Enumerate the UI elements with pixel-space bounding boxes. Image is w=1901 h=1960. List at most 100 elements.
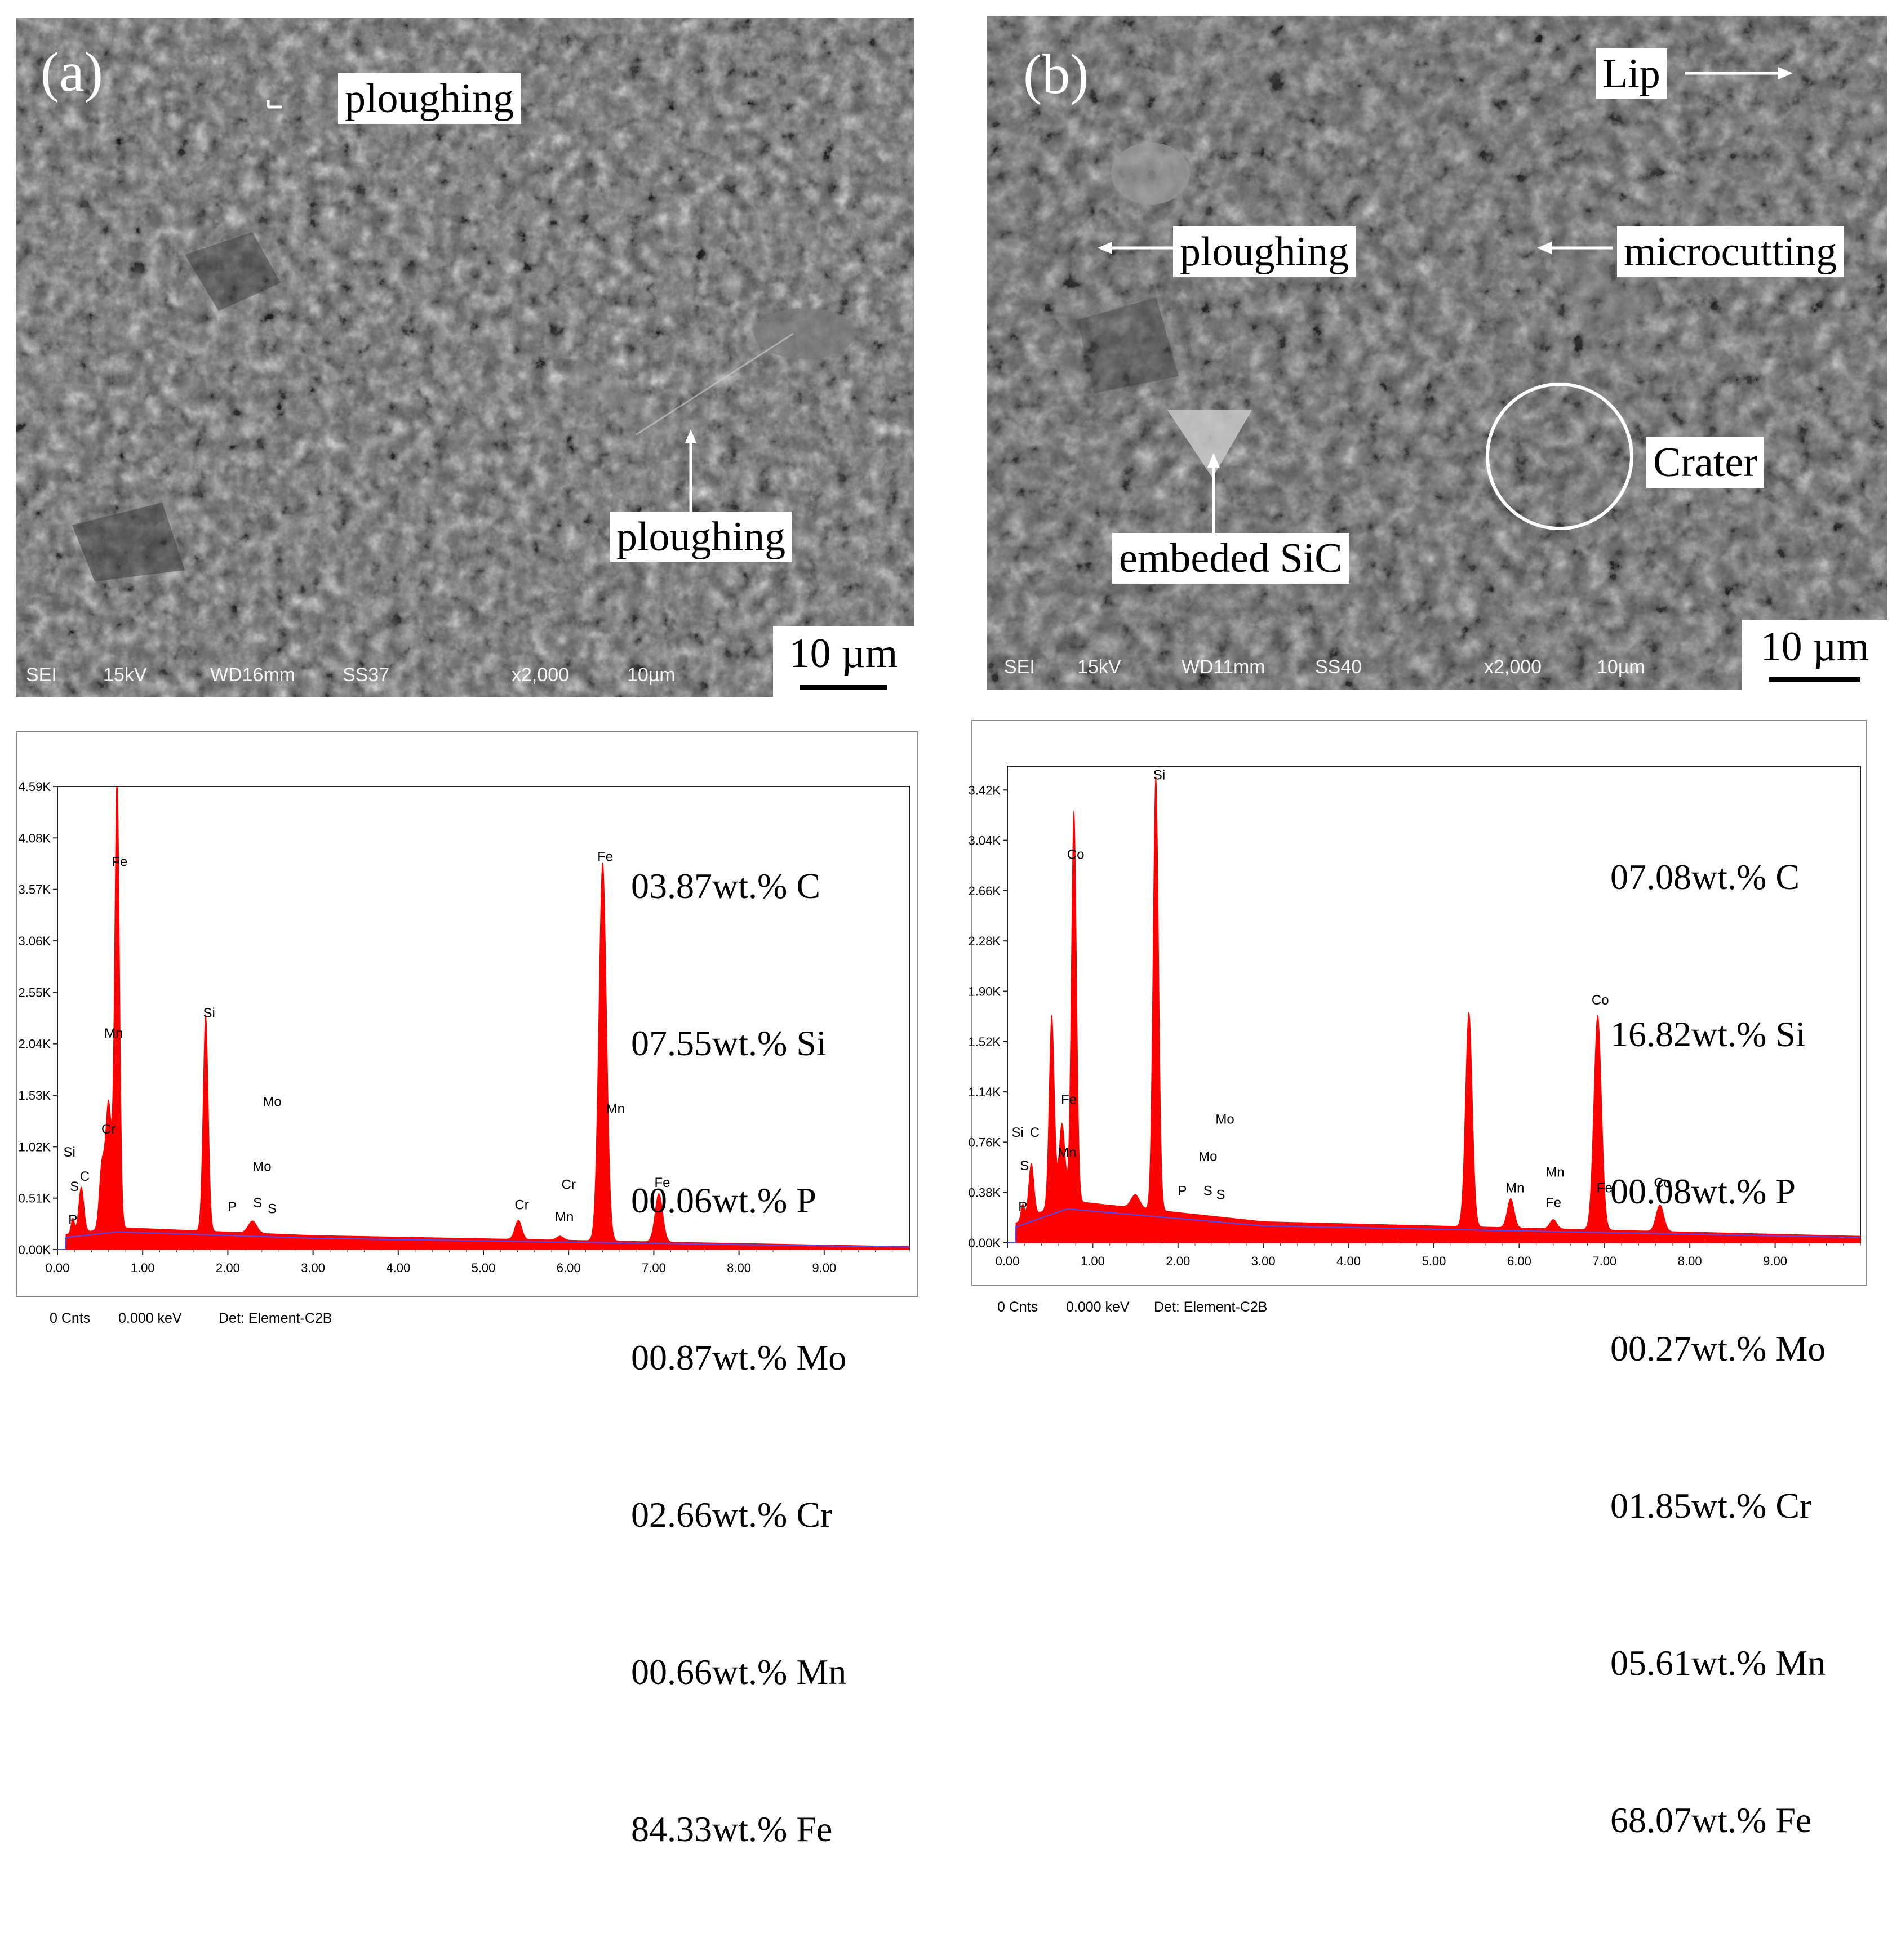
info-spot-size: SS40 [1315, 656, 1362, 678]
eds-spectrum-a: 0.00K 0.51K 1.02K 1.53K 2.04K 2.55K 3.06K 3.57K… [16, 731, 918, 1849]
x-tick-label: 7.00 [642, 1261, 666, 1275]
peak-label: Mn [1545, 1165, 1564, 1180]
peak-label: S [70, 1179, 79, 1194]
peak-label: Fe [655, 1175, 670, 1190]
spectrum-baseline [1007, 1208, 1861, 1243]
x-tick-label: 9.00 [1763, 1254, 1787, 1268]
composition-item: 16.82wt.% Si [1610, 1014, 1806, 1054]
info-detector: SEI [1004, 656, 1035, 678]
peak-label: P [228, 1199, 237, 1215]
y-tick-label: 0.00K [19, 1243, 51, 1257]
peak-label: P [1018, 1199, 1027, 1215]
x-tick-label: 1.00 [131, 1261, 155, 1275]
composition-item: 01.85wt.% Cr [1610, 1486, 1812, 1526]
composition-item: 07.08wt.% C [1610, 857, 1800, 897]
peak-label: Mn [1505, 1181, 1524, 1196]
footer-counts-a: 0 Cnts [50, 1310, 91, 1326]
info-working-distance: WD11mm [1182, 656, 1265, 678]
peak-label: Co [1067, 847, 1085, 863]
label-embeded-sic: embeded SiC [1112, 533, 1349, 584]
scale-bar-line-a [800, 685, 887, 690]
y-tick-label: 0.00K [969, 1236, 1001, 1250]
footer-counts-b: 0 Cnts [997, 1299, 1038, 1315]
peak-label: Co [1592, 993, 1609, 1008]
label-microcutting: microcutting [1617, 226, 1844, 277]
peak-label: Si [63, 1145, 75, 1160]
x-tick-label: 2.00 [1166, 1254, 1190, 1268]
y-tick-label: 2.04K [19, 1037, 51, 1051]
sem-texture-a [16, 18, 914, 697]
x-tick-label: 2.00 [216, 1261, 240, 1275]
composition-item: 03.87wt.% C [631, 866, 820, 906]
y-tick-label: 2.55K [19, 985, 51, 999]
x-tick-label: 5.00 [472, 1261, 496, 1275]
x-tick-label: 7.00 [1592, 1254, 1616, 1268]
peak-label: Mn [104, 1026, 123, 1041]
peak-label: Si [1011, 1125, 1023, 1140]
info-magnification: x2,000 [512, 664, 570, 686]
y-tick-label: 1.52K [969, 1035, 1001, 1049]
y-tick-label: 4.08K [19, 831, 51, 845]
scale-bar-b: 10 µm [1742, 620, 1887, 690]
x-tick-label: 3.00 [301, 1261, 325, 1275]
composition-item: 05.61wt.% Mn [1610, 1643, 1826, 1683]
peak-label: Co [1654, 1175, 1671, 1190]
peak-label: Mo [252, 1159, 271, 1174]
composition-item: 68.07wt.% Fe [1610, 1800, 1812, 1840]
scale-bar-label-a: 10 µm [789, 630, 898, 677]
spectrum-area [57, 786, 910, 1250]
scale-bar-a: 10 µm [773, 626, 914, 697]
x-tick-label: 3.00 [1251, 1254, 1276, 1268]
crater-circle [1486, 383, 1633, 530]
x-tick-label: 6.00 [1507, 1254, 1531, 1268]
y-tick-label: 0.38K [969, 1186, 1001, 1200]
peak-label: S [1020, 1158, 1029, 1174]
peak-label: Fe [1597, 1181, 1613, 1196]
label-ploughing-a2: ploughing [610, 512, 793, 562]
label-crater: Crater [1646, 437, 1764, 488]
composition-item: 02.66wt.% Cr [631, 1495, 833, 1535]
peak-label: C [80, 1169, 90, 1184]
composition-item: 00.27wt.% Mo [1610, 1328, 1826, 1368]
info-voltage: 15kV [1077, 656, 1121, 678]
peak-label: Fe [112, 854, 127, 869]
info-voltage: 15kV [103, 664, 147, 686]
composition-item: 07.55wt.% Si [631, 1023, 827, 1063]
y-tick-label: 0.51K [19, 1192, 51, 1206]
y-tick-label: 4.59K [19, 780, 51, 794]
y-tick-label: 2.28K [969, 934, 1001, 948]
label-ploughing-a1: ploughing [338, 73, 521, 124]
peak-label: Mo [263, 1095, 281, 1110]
x-tick-label: 4.00 [1336, 1254, 1361, 1268]
x-tick-label: 4.00 [386, 1261, 410, 1275]
peak-label: Mn [606, 1101, 625, 1117]
composition-item: 00.06wt.% P [631, 1180, 816, 1220]
composition-list-a: 03.87wt.% C 07.55wt.% Si 00.06wt.% P 00.… [631, 755, 846, 1960]
footer-detector-a: Det: Element-C2B [219, 1310, 332, 1326]
eds-plot-a: 0.00K 0.51K 1.02K 1.53K 2.04K 2.55K 3.06K 3.57K… [19, 780, 910, 1275]
y-tick-label: 0.76K [969, 1135, 1001, 1149]
x-tick-label: 0.00 [46, 1261, 70, 1275]
sem-image-b: (b) Lip ploughing microcutting Crater em… [987, 16, 1887, 690]
footer-detector-b: Det: Element-C2B [1154, 1299, 1268, 1315]
info-magnification: x2,000 [1484, 656, 1542, 678]
x-tick-label: 5.00 [1422, 1254, 1446, 1268]
peak-label: Fe [1061, 1092, 1077, 1107]
eds-plot-b: 0.00K 0.38K 0.76K 1.14K 1.52K 1.90K 2.28K 2.66K… [969, 766, 1861, 1268]
y-tick-label: 1.02K [19, 1140, 51, 1154]
spectrum-baseline [57, 1231, 910, 1250]
sem-image-a: (a) ploughing ploughing SEI 15kV WD16mm … [16, 18, 914, 697]
sem-info-bar-a: SEI 15kV WD16mm SS37 x2,000 10µm [16, 647, 914, 697]
peak-label: Cr [514, 1197, 528, 1212]
footer-energy-b: 0.000 keV [1066, 1299, 1130, 1315]
y-tick-label: 3.04K [969, 834, 1001, 848]
peak-label: Mn [1058, 1145, 1076, 1160]
label-ploughing-b: ploughing [1173, 226, 1356, 277]
peak-label: Si [203, 1006, 215, 1021]
peak-label: Cr [562, 1177, 576, 1193]
composition-item: 00.87wt.% Mo [631, 1337, 847, 1377]
peak-label: S [1216, 1187, 1225, 1202]
x-tick-label: 0.00 [996, 1254, 1020, 1268]
x-tick-label: 8.00 [1678, 1254, 1702, 1268]
peak-label: Cr [101, 1122, 116, 1137]
